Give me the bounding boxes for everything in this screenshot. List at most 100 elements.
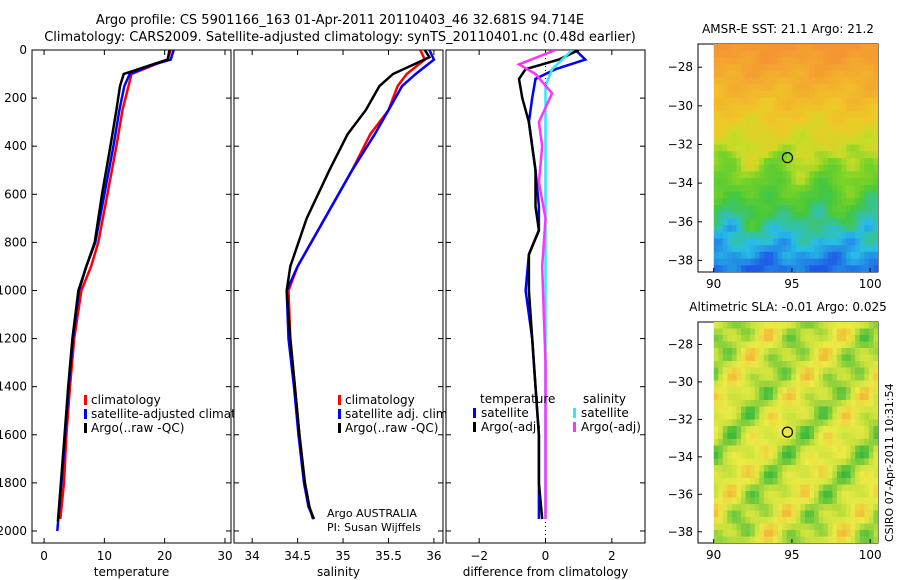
heatmap-cell — [745, 510, 751, 518]
y-tick-label: −38 — [668, 253, 693, 267]
heatmap-cell — [846, 517, 852, 525]
heatmap-cell — [832, 158, 838, 166]
heatmap-cell — [777, 361, 783, 369]
heatmap-cell — [795, 178, 801, 186]
heatmap-cell — [836, 104, 843, 112]
heatmap-cell — [855, 413, 861, 421]
heatmap-cell — [795, 184, 801, 193]
heatmap-cell — [864, 400, 870, 408]
heatmap-cell — [713, 426, 719, 434]
heatmap-cell — [836, 406, 843, 414]
heatmap-cell — [800, 57, 806, 65]
heatmap-cell — [804, 504, 811, 512]
heatmap-cell — [795, 393, 801, 401]
heatmap-cell — [736, 204, 742, 213]
heatmap-cell — [841, 137, 847, 146]
heatmap-cell — [859, 322, 865, 330]
heatmap-cell — [864, 491, 870, 499]
heatmap-cell — [864, 465, 870, 473]
heatmap-cell — [832, 137, 838, 146]
heatmap-cell — [736, 426, 742, 434]
heatmap-cell — [841, 530, 847, 538]
heatmap-cell — [722, 406, 728, 414]
heatmap-cell — [832, 491, 838, 499]
heatmap-cell — [713, 393, 719, 401]
heatmap-cell — [868, 439, 875, 447]
heatmap-cell — [741, 84, 747, 92]
heatmap-cell — [791, 204, 797, 213]
heatmap-cell — [859, 211, 865, 219]
heatmap-cell — [800, 111, 806, 119]
heatmap-cell — [818, 348, 824, 356]
heatmap-cell — [841, 245, 847, 253]
heatmap-cell — [763, 374, 770, 382]
heatmap-cell — [795, 84, 801, 92]
heatmap-cell — [814, 238, 820, 246]
heatmap-cell — [827, 137, 833, 146]
heatmap-cell — [795, 158, 801, 166]
heatmap-cell — [846, 497, 852, 505]
annotation-pi-name: PI: Susan Wijffels — [327, 521, 421, 534]
heatmap-cell — [754, 245, 760, 253]
x-tick-label: 0 — [40, 549, 48, 563]
heatmap-cell — [841, 191, 847, 199]
x-tick-label: 20 — [157, 549, 172, 563]
heatmap-cell — [864, 258, 870, 266]
heatmap-cell — [718, 151, 724, 159]
heatmap-cell — [832, 104, 838, 112]
heatmap-cell — [841, 458, 847, 466]
heatmap-cell — [782, 400, 788, 408]
heatmap-cell — [814, 523, 820, 531]
heatmap-cell — [832, 380, 838, 388]
heatmap-cell — [768, 348, 774, 356]
heatmap-cell — [731, 104, 738, 112]
heatmap-cell — [868, 84, 875, 92]
heatmap-cell — [814, 178, 820, 186]
heatmap-cell — [836, 151, 843, 159]
heatmap-cell — [786, 484, 792, 492]
heatmap-cell — [782, 530, 788, 538]
map-title: AMSR-E SST: 21.1 Argo: 21.2 — [702, 22, 874, 36]
heatmap-cell — [846, 452, 852, 460]
heatmap-cell — [759, 348, 765, 356]
heatmap-cell — [823, 90, 829, 99]
heatmap-cell — [727, 432, 733, 440]
heatmap-cell — [722, 445, 728, 453]
heatmap-cell — [727, 97, 733, 105]
heatmap-cell — [727, 211, 733, 219]
heatmap-cell — [750, 137, 756, 146]
y-tick-label: −38 — [668, 525, 693, 539]
heatmap-cell — [836, 341, 843, 349]
heatmap-cell — [731, 536, 738, 543]
heatmap-cell — [759, 432, 765, 440]
heatmap-cell — [713, 111, 719, 119]
heatmap-cell — [786, 458, 792, 466]
heatmap-cell — [741, 517, 747, 525]
heatmap-cell — [763, 70, 770, 79]
heatmap-cell — [836, 251, 843, 260]
heatmap-cell — [832, 251, 838, 260]
heatmap-cell — [868, 198, 875, 206]
heatmap-cell — [786, 178, 792, 186]
heatmap-cell — [777, 530, 783, 538]
heatmap-cell — [873, 400, 878, 408]
heatmap-cell — [855, 151, 861, 159]
heatmap-cell — [777, 452, 783, 460]
heatmap-cell — [731, 178, 738, 186]
heatmap-cell — [736, 137, 742, 146]
heatmap-cell — [873, 50, 878, 59]
heatmap-cell — [855, 367, 861, 375]
heatmap-cell — [823, 191, 829, 199]
heatmap-cell — [868, 77, 875, 85]
y-tick-label: −34 — [668, 176, 693, 190]
heatmap-cell — [868, 90, 875, 99]
heatmap-cell — [818, 400, 824, 408]
heatmap-cell — [800, 432, 806, 440]
heatmap-cell — [846, 144, 852, 152]
heatmap-cell — [868, 523, 875, 531]
heatmap-cell — [745, 198, 751, 206]
heatmap-cell — [823, 504, 829, 512]
heatmap-cell — [841, 471, 847, 479]
heatmap-cell — [818, 44, 824, 52]
heatmap-cell — [795, 478, 801, 486]
